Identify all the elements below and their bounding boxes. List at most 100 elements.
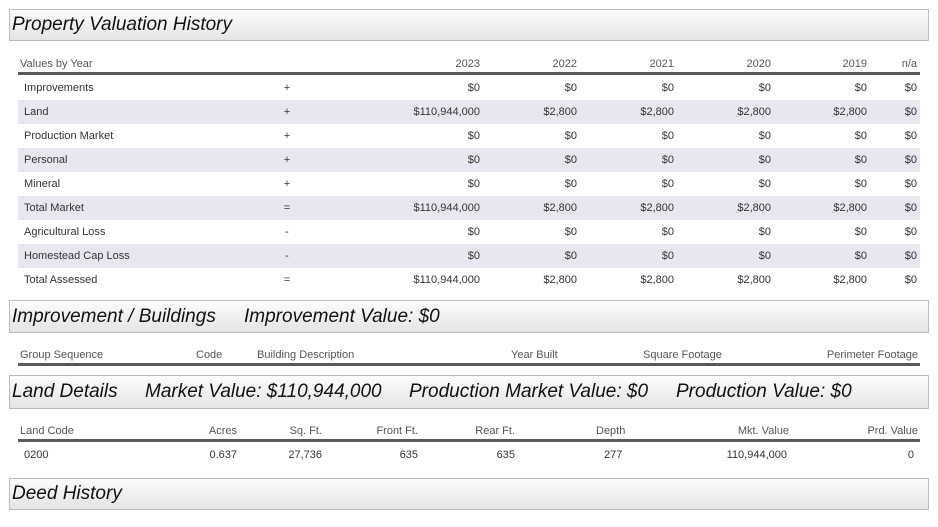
- cell: Improvements: [24, 82, 94, 94]
- cell: $0: [854, 154, 867, 166]
- cell: +: [283, 82, 291, 94]
- cell: $2,800: [640, 274, 674, 286]
- cell: $0: [661, 154, 674, 166]
- cell: $0: [564, 250, 577, 262]
- cell: $110,944,000: [413, 274, 480, 286]
- cell: $0: [758, 226, 771, 238]
- cell: +: [283, 130, 291, 142]
- section-title: Production Market Value: $0: [409, 381, 649, 402]
- cell: $0: [758, 130, 771, 142]
- column-header: 2022: [552, 58, 577, 70]
- cell: $0: [467, 250, 480, 262]
- cell: $0: [661, 178, 674, 190]
- cell: $0: [467, 130, 480, 142]
- column-header: Code: [196, 349, 223, 361]
- cell: 0: [907, 449, 914, 461]
- cell: $0: [758, 82, 771, 94]
- cell: $0: [564, 154, 577, 166]
- cell: 110,944,000: [726, 449, 787, 461]
- section-title: Deed History: [12, 483, 122, 504]
- cell: $0: [661, 250, 674, 262]
- column-header: 2020: [746, 58, 771, 70]
- cell: Production Market: [24, 130, 114, 142]
- cell: $0: [758, 250, 771, 262]
- cell: +: [283, 106, 291, 118]
- column-header: 2021: [649, 58, 674, 70]
- cell: $2,800: [833, 106, 867, 118]
- cell: $0: [564, 178, 577, 190]
- cell: $2,800: [543, 106, 577, 118]
- column-header: Land Code: [20, 425, 74, 437]
- cell: $0: [904, 226, 917, 238]
- cell: Land: [24, 106, 49, 118]
- cell: $2,800: [640, 106, 674, 118]
- cell: $0: [904, 130, 917, 142]
- column-header: Front Ft.: [376, 425, 418, 437]
- cell: Personal: [24, 154, 68, 166]
- cell: 277: [604, 449, 623, 461]
- column-header: Acres: [208, 425, 237, 437]
- cell: $0: [904, 178, 917, 190]
- cell: $0: [564, 82, 577, 94]
- cell: Agricultural Loss: [24, 226, 106, 238]
- section-title: Improvement / Buildings: [12, 305, 216, 327]
- cell: $0: [564, 130, 577, 142]
- cell: $0: [904, 202, 917, 214]
- cell: 635: [399, 449, 418, 461]
- row-shade: [18, 100, 920, 124]
- cell: 0200: [24, 449, 49, 461]
- column-header: Values by Year: [20, 58, 93, 70]
- cell: =: [283, 202, 291, 214]
- column-header: n/a: [901, 58, 917, 70]
- cell: $0: [854, 130, 867, 142]
- cell: -: [285, 226, 289, 238]
- section-bar: [9, 300, 929, 333]
- column-header: Year Built: [511, 349, 558, 361]
- row-shade: [18, 196, 920, 220]
- cell: $0: [904, 250, 917, 262]
- column-header: Depth: [596, 425, 626, 437]
- column-header: Sq. Ft.: [289, 425, 322, 437]
- column-header: Perimeter Footage: [826, 349, 918, 361]
- cell: +: [283, 154, 291, 166]
- cell: +: [283, 178, 291, 190]
- cell: $0: [854, 250, 867, 262]
- cell: $0: [904, 106, 917, 118]
- cell: =: [283, 274, 291, 286]
- column-header: 2019: [842, 58, 867, 70]
- cell: $0: [758, 178, 771, 190]
- section-bar: [9, 375, 929, 409]
- section-title: Land Details: [12, 381, 118, 402]
- header-rule: [18, 72, 920, 75]
- cell: $0: [758, 154, 771, 166]
- cell: Total Market: [24, 202, 84, 214]
- cell: 0.637: [209, 449, 237, 461]
- column-header: Square Footage: [643, 349, 722, 361]
- cell: $2,800: [833, 202, 867, 214]
- cell: $0: [467, 226, 480, 238]
- section-title: Market Value: $110,944,000: [145, 381, 382, 402]
- cell: $0: [904, 154, 917, 166]
- cell: $2,800: [737, 106, 771, 118]
- section-bar: [9, 9, 929, 41]
- column-header: Building Description: [257, 349, 355, 361]
- cell: $0: [904, 82, 917, 94]
- cell: $2,800: [833, 274, 867, 286]
- column-header: 2023: [455, 58, 480, 70]
- cell: $110,944,000: [413, 202, 480, 214]
- cell: $0: [854, 178, 867, 190]
- column-header: Mkt. Value: [737, 425, 789, 437]
- cell: $2,800: [543, 202, 577, 214]
- cell: $0: [904, 274, 917, 286]
- column-header: Rear Ft.: [475, 425, 515, 437]
- row-shade: [18, 244, 920, 268]
- header-rule: [18, 363, 920, 366]
- cell: -: [285, 250, 289, 262]
- cell: $2,800: [640, 202, 674, 214]
- cell: $0: [467, 154, 480, 166]
- cell: Homestead Cap Loss: [24, 250, 130, 262]
- cell: $0: [854, 82, 867, 94]
- cell: $0: [564, 226, 577, 238]
- cell: $0: [467, 178, 480, 190]
- cell: $0: [661, 82, 674, 94]
